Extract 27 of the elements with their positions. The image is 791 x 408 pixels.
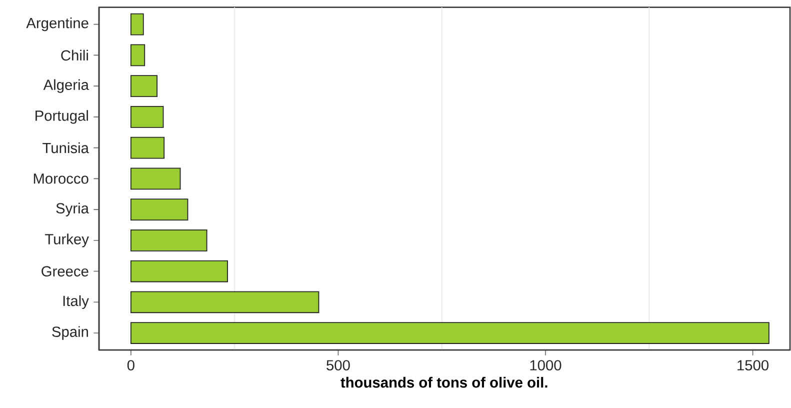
bar — [130, 260, 228, 282]
bar — [130, 168, 181, 190]
y-tick-label: Spain — [52, 326, 88, 340]
bar — [130, 106, 164, 128]
bar — [130, 291, 320, 314]
x-tick-label: 1000 — [530, 360, 562, 370]
bar — [130, 322, 770, 344]
y-tick-label: Argentine — [26, 17, 88, 32]
y-tick-label: Chili — [61, 50, 88, 61]
y-tick-label: Portugal — [36, 110, 88, 124]
y-tick-label: Algeria — [43, 79, 89, 93]
y-tick-label: Italy — [63, 295, 89, 309]
bar — [130, 75, 158, 98]
x-tick-label: 1500 — [738, 360, 768, 370]
x-tick-label: 500 — [326, 360, 350, 370]
x-tick-label: 0 — [127, 360, 134, 370]
bar — [130, 229, 208, 252]
y-tick-label: Greece — [42, 266, 88, 276]
x-axis-title: thousands of tons of olive oil. — [340, 376, 548, 388]
y-tick-label: Turkey — [45, 234, 89, 248]
bar — [130, 13, 144, 36]
bar — [130, 136, 165, 159]
bar — [130, 198, 188, 221]
y-tick-label: Morocco — [34, 174, 88, 184]
y-tick-label: Tunisia — [42, 142, 89, 154]
y-tick-label: Syria — [56, 202, 89, 216]
bar — [130, 44, 146, 66]
